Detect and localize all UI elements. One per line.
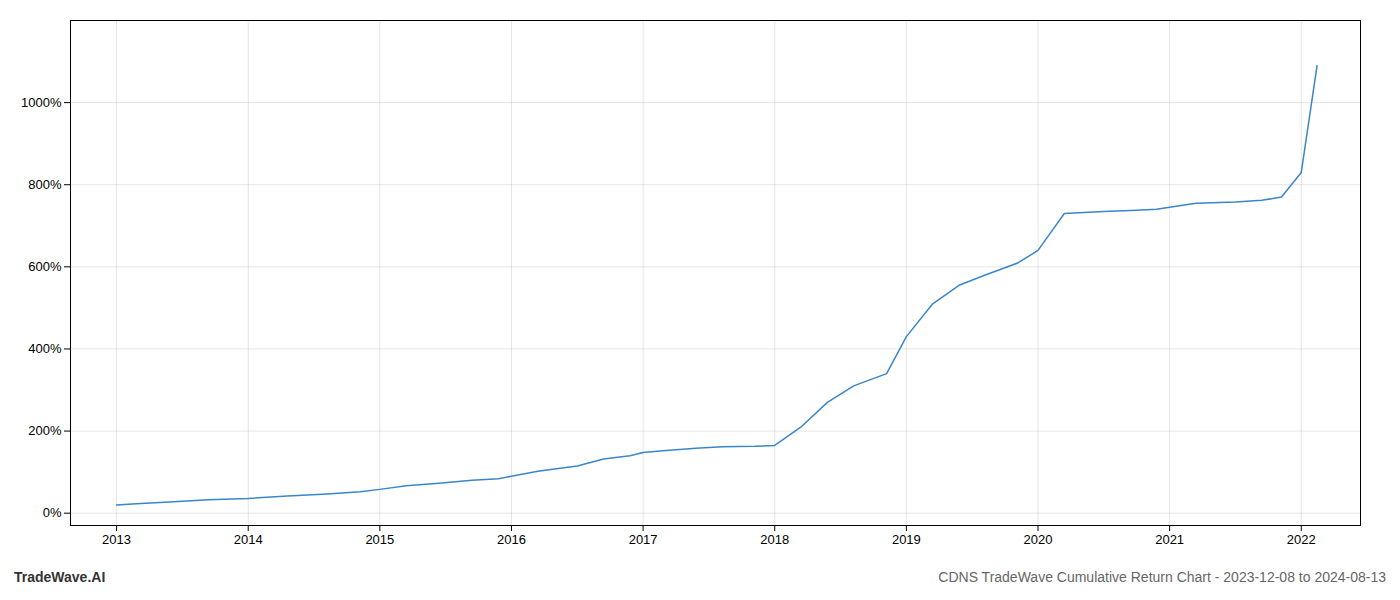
svg-text:2021: 2021 <box>1155 532 1184 547</box>
svg-text:2014: 2014 <box>234 532 263 547</box>
svg-text:2013: 2013 <box>102 532 131 547</box>
svg-text:400%: 400% <box>28 341 62 356</box>
svg-text:2017: 2017 <box>629 532 658 547</box>
svg-text:2015: 2015 <box>365 532 394 547</box>
svg-text:600%: 600% <box>28 259 62 274</box>
html-text:CDNS TradeWave Cumulative Retu: CDNS TradeWave Cumulative Return Chart -… <box>938 569 1386 585</box>
svg-text:800%: 800% <box>28 177 62 192</box>
svg-text:200%: 200% <box>28 423 62 438</box>
svg-text:2022: 2022 <box>1287 532 1316 547</box>
svg-text:2019: 2019 <box>892 532 921 547</box>
svg-text:1000%: 1000% <box>21 95 62 110</box>
svg-text:0%: 0% <box>43 505 62 520</box>
svg-text:2020: 2020 <box>1024 532 1053 547</box>
svg-text:2016: 2016 <box>497 532 526 547</box>
html-text:TradeWave.AI: TradeWave.AI <box>14 569 106 585</box>
svg-text:2018: 2018 <box>760 532 789 547</box>
